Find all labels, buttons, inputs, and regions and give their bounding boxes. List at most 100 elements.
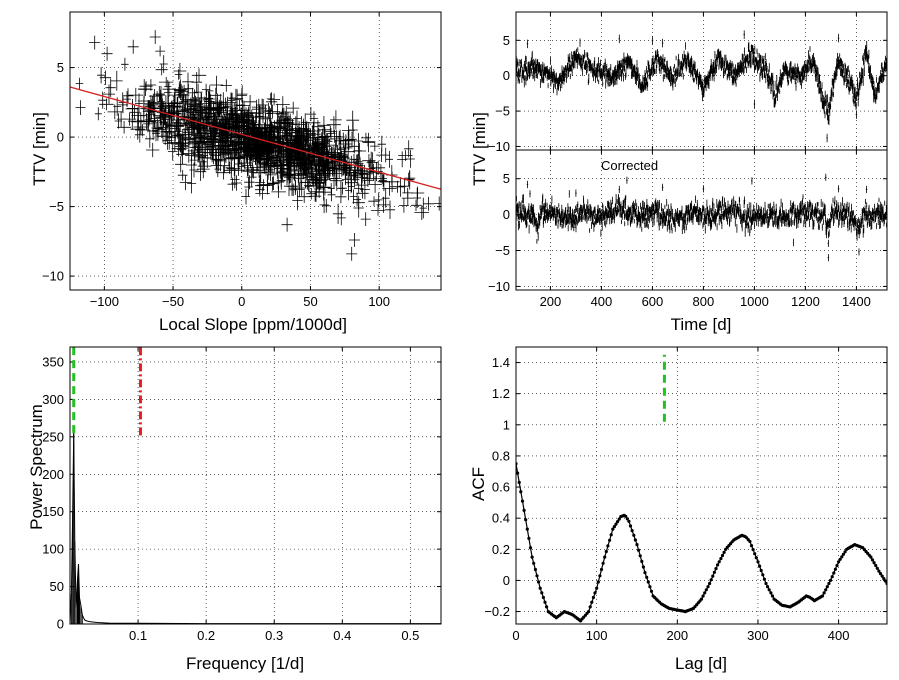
data-point-475	[642, 200, 644, 210]
data-point-402	[623, 72, 625, 82]
data-point-990	[780, 198, 782, 207]
data-point-1244	[848, 202, 850, 211]
data-point-1227	[844, 78, 845, 83]
acf-point-77	[638, 554, 642, 558]
data-point-1274	[856, 233, 858, 241]
acf-point-224	[875, 566, 879, 570]
acf-point-12	[533, 567, 538, 572]
data-point-271	[588, 215, 590, 221]
data-point-1237	[189, 136, 200, 152]
data-point-972	[775, 81, 777, 87]
data-point-1141	[184, 120, 195, 139]
data-point-239	[579, 38, 581, 47]
data-point-973	[776, 209, 777, 214]
data-point-116	[546, 202, 548, 208]
data-point-536	[659, 199, 660, 209]
acf-point-63	[616, 520, 620, 524]
plot-frame	[69, 346, 442, 625]
acf-point-50	[595, 586, 599, 590]
acf-point-78	[640, 559, 644, 564]
data-point-spike-13	[827, 239, 830, 247]
data-point-784	[250, 162, 264, 173]
acf-point-229	[883, 579, 887, 583]
data-point-240	[579, 210, 581, 215]
data-point-575	[669, 75, 671, 83]
data-point-1011	[379, 174, 388, 187]
data-point-616	[322, 199, 331, 213]
data-point-1349	[275, 96, 290, 113]
data-point-669	[694, 61, 696, 69]
data-point-1356	[204, 95, 216, 113]
corrected-annotation: Corrected	[601, 158, 658, 173]
data-point-356	[414, 205, 430, 220]
data-point-748	[715, 54, 717, 61]
data-point-250	[582, 205, 584, 211]
data-point-1102	[183, 126, 194, 139]
data-point-393	[210, 87, 222, 103]
data-point-477	[179, 175, 192, 191]
plot-frame	[515, 149, 888, 291]
data-point-946	[768, 203, 770, 212]
data-point-59	[531, 59, 533, 66]
data-point-470	[641, 226, 643, 232]
data-point-530	[657, 200, 659, 210]
data-point-946	[768, 63, 770, 73]
data-point-678	[271, 103, 284, 123]
data-point-430	[630, 60, 632, 69]
data-point-145	[201, 83, 211, 96]
data-point-230	[577, 207, 579, 214]
data-point-378	[616, 199, 618, 205]
data-point-256	[584, 49, 585, 58]
data-point-330	[603, 65, 605, 72]
data-point-295	[114, 113, 123, 129]
data-point-1026	[790, 200, 792, 207]
data-point-379	[617, 71, 618, 79]
data-point-1164	[827, 94, 829, 103]
data-point-1046	[286, 113, 295, 127]
data-point-620	[681, 205, 683, 215]
acf-point-46	[588, 605, 592, 609]
data-point-1167	[242, 166, 253, 177]
data-point-974	[776, 75, 778, 82]
data-point-758	[718, 205, 720, 214]
data-point-941	[767, 216, 769, 224]
data-point-585	[672, 208, 674, 214]
data-point-outlier-1	[149, 30, 161, 44]
data-point-1162	[826, 100, 828, 111]
acf-point-71	[628, 524, 633, 528]
data-point-1133	[818, 225, 820, 230]
data-point-48	[209, 75, 224, 95]
data-point-1297	[247, 128, 255, 141]
data-point-1325	[390, 180, 406, 193]
data-point-218	[573, 209, 575, 216]
data-point-923	[762, 58, 764, 64]
data-point-1305	[864, 198, 866, 205]
data-point-985	[189, 162, 199, 178]
data-point-78	[536, 63, 538, 72]
acf-point-48	[591, 595, 596, 600]
acf-point-72	[630, 529, 634, 533]
data-point-48	[528, 64, 530, 69]
data-point-1198	[836, 200, 838, 209]
acf-point-191	[822, 591, 826, 595]
data-point-279	[590, 59, 592, 69]
data-point-566	[667, 209, 668, 216]
data-point-74	[535, 58, 537, 64]
data-point-1170	[288, 161, 300, 181]
data-point-847	[327, 149, 337, 163]
data-point-383	[618, 71, 620, 79]
data-point-316	[600, 59, 602, 67]
data-point-792	[727, 200, 729, 209]
xtick-label-3: 800	[693, 294, 715, 309]
data-point-201	[569, 53, 571, 63]
ytick-label-8: 1.4	[492, 355, 510, 370]
acf-point-145	[748, 539, 752, 544]
acf-point-13	[535, 574, 539, 578]
data-point-574	[330, 110, 342, 130]
acf-point-123	[712, 570, 717, 574]
data-point-442	[633, 219, 635, 224]
xtick-label-4: 1000	[740, 294, 769, 309]
data-point-765	[720, 200, 722, 208]
data-point-1274	[311, 154, 326, 174]
acf-point-124	[714, 567, 718, 571]
